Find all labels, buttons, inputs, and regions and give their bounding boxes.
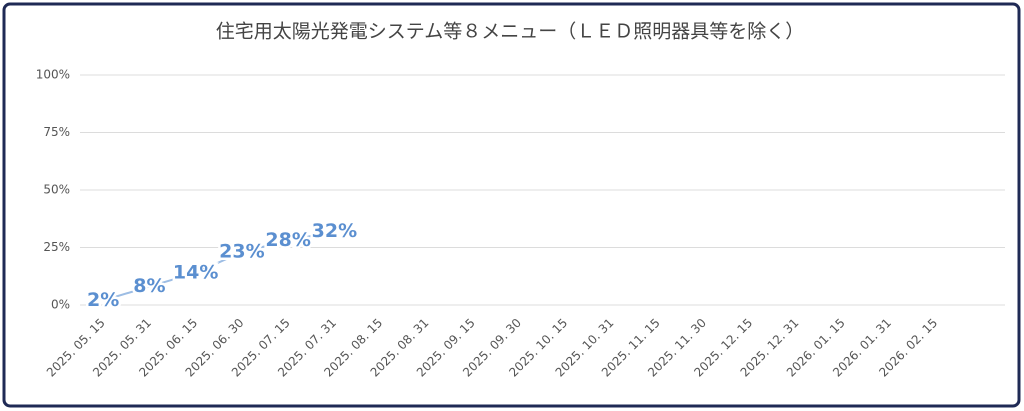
data-label: 23% [219, 241, 264, 263]
y-tick-label: 25% [43, 240, 70, 254]
data-label: 14% [173, 261, 218, 283]
data-label: 32% [312, 220, 357, 242]
y-tick-label: 75% [43, 125, 70, 139]
y-tick-label: 50% [43, 183, 70, 197]
y-tick-label: 0% [51, 298, 70, 312]
data-label: 2% [87, 289, 119, 311]
y-tick-label: 100% [36, 68, 70, 82]
chart-title: 住宅用太陽光発電システム等８メニュー（ＬＥＤ照明器具等を除く） [216, 21, 804, 43]
series-line [102, 230, 335, 302]
data-label: 8% [133, 275, 165, 297]
data-label: 28% [265, 229, 310, 251]
